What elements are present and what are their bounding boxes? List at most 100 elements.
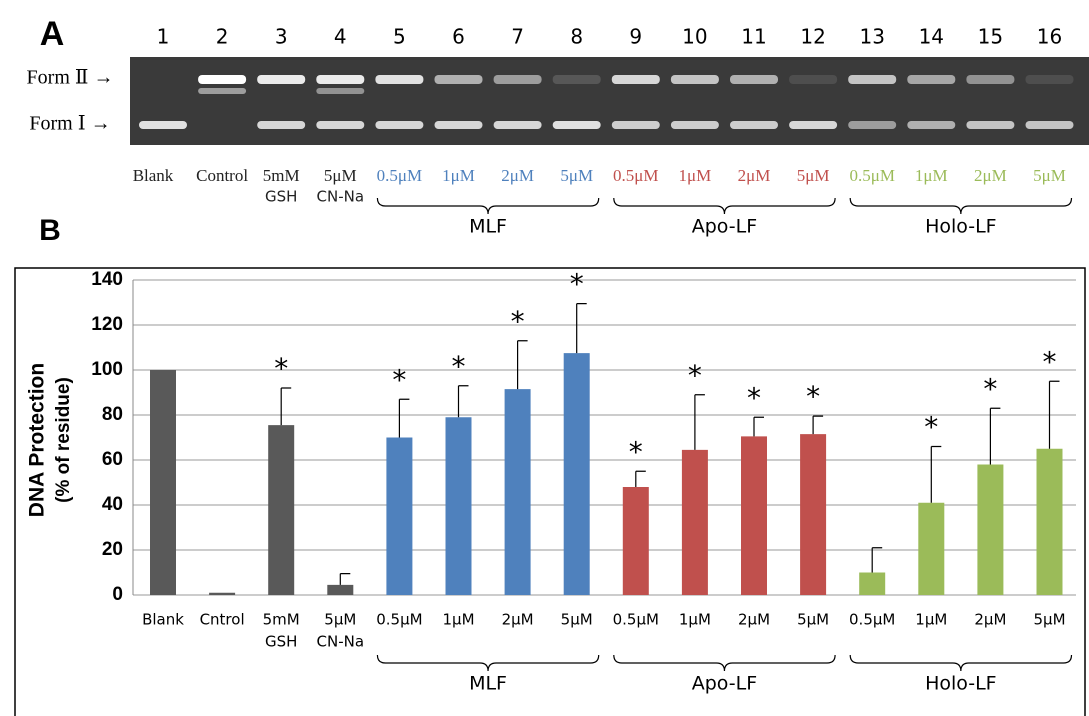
lane-number: 5 (393, 25, 406, 49)
x-tick-label: 1μM (442, 611, 474, 629)
error-bar (1048, 380, 1060, 449)
gel-band (552, 121, 601, 129)
bar (800, 434, 827, 595)
y-tick-label: 120 (91, 314, 123, 335)
gel-band (257, 121, 306, 129)
gel-band (493, 121, 542, 129)
significance-mark: * (747, 381, 761, 414)
gel-band (966, 121, 1015, 129)
significance-mark: * (511, 305, 525, 338)
gel-band (316, 121, 365, 129)
y-tick-label: 100 (91, 359, 123, 380)
lane-label: 5μM (324, 166, 357, 185)
lane-number: 13 (859, 25, 884, 49)
y-tick-label: 60 (102, 449, 123, 470)
group-label: Apo-LF (692, 673, 757, 695)
bar (859, 572, 886, 595)
lane-label: Control (196, 166, 248, 185)
gel-band (552, 75, 601, 84)
lane-number: 7 (511, 25, 524, 49)
gel-band (139, 121, 187, 129)
lane-label: 5μM (1033, 166, 1066, 185)
lane-number: 14 (919, 25, 944, 49)
bar (150, 370, 176, 595)
lane-number: 1 (157, 25, 170, 49)
gel-band (493, 75, 542, 84)
gel-band (907, 121, 956, 129)
lane-label: 1μM (915, 166, 948, 185)
group-label: Holo-LF (925, 216, 997, 238)
x-tick-label: CN-Na (317, 633, 365, 651)
gel-band (316, 88, 365, 94)
x-tick-label: Cntrol (200, 611, 245, 629)
x-tick-label: 1μM (679, 611, 711, 629)
chart-frame (14, 267, 1086, 716)
gel-band (198, 88, 247, 94)
group-bracket (376, 197, 600, 215)
lane-number: 16 (1037, 25, 1062, 49)
gel-band (611, 75, 660, 84)
gel-band (789, 121, 838, 129)
lane-label: 5μM (797, 166, 830, 185)
error-bar (753, 416, 764, 437)
x-tick-label: 5mM (263, 611, 300, 629)
bar (327, 584, 354, 595)
lane-number: 3 (275, 25, 288, 49)
gel-band (907, 75, 956, 84)
error-bar (930, 445, 942, 503)
bar (1036, 448, 1063, 595)
y-tick-label: 20 (102, 539, 123, 560)
group-label: MLF (469, 216, 507, 238)
x-tick-label: 2μM (738, 611, 770, 629)
error-bar (339, 573, 351, 585)
lane-label: 5μM (560, 166, 593, 185)
gel-band (966, 75, 1015, 84)
error-bar (398, 398, 410, 438)
band-label: Form Ⅱ → (27, 67, 114, 89)
gel-band (848, 75, 897, 84)
bar (977, 464, 1004, 595)
lane-label: 2μM (974, 166, 1007, 185)
group-bracket (613, 654, 836, 672)
gel-band (1025, 75, 1074, 84)
y-tick-label: 40 (102, 494, 123, 515)
gel-band (375, 75, 424, 84)
bar (504, 389, 531, 595)
gel-band (670, 121, 719, 129)
error-bar (280, 387, 292, 426)
group-bracket (613, 197, 836, 215)
group-bracket (849, 197, 1073, 215)
lane-label: 0.5μM (613, 166, 658, 185)
bar (918, 502, 945, 595)
group-bracket (376, 654, 600, 672)
error-bar (871, 547, 883, 573)
lane-number: 8 (570, 25, 583, 49)
y-axis-title: DNA Protection (26, 363, 49, 517)
bar (681, 449, 708, 595)
x-tick-label: 5μM (1033, 611, 1065, 629)
panel-label: A (40, 15, 65, 53)
x-tick-label: 0.5μM (376, 611, 422, 629)
bar (445, 417, 472, 595)
significance-mark: * (806, 380, 820, 413)
lane-label: 2μM (501, 166, 534, 185)
y-axis-title: (% of residue) (53, 377, 74, 503)
x-tick-label: Blank (142, 611, 184, 629)
gel-band (611, 121, 660, 129)
lane-number: 15 (978, 25, 1003, 49)
significance-mark: * (1043, 345, 1057, 378)
error-bar (694, 394, 705, 450)
gel-band (730, 75, 778, 84)
gel-band (316, 75, 365, 84)
group-label: Apo-LF (692, 216, 757, 238)
lane-label: 0.5μM (377, 166, 422, 185)
lane-label: 2μM (738, 166, 771, 185)
y-tick-label: 80 (102, 404, 123, 425)
x-tick-label: 0.5μM (613, 611, 659, 629)
lane-number: 12 (800, 25, 825, 49)
x-tick-label: 0.5μM (849, 611, 895, 629)
gel-band (1025, 121, 1074, 129)
gel-band (848, 121, 897, 129)
significance-mark: * (924, 411, 938, 444)
x-tick-label: 5μM (324, 611, 356, 629)
